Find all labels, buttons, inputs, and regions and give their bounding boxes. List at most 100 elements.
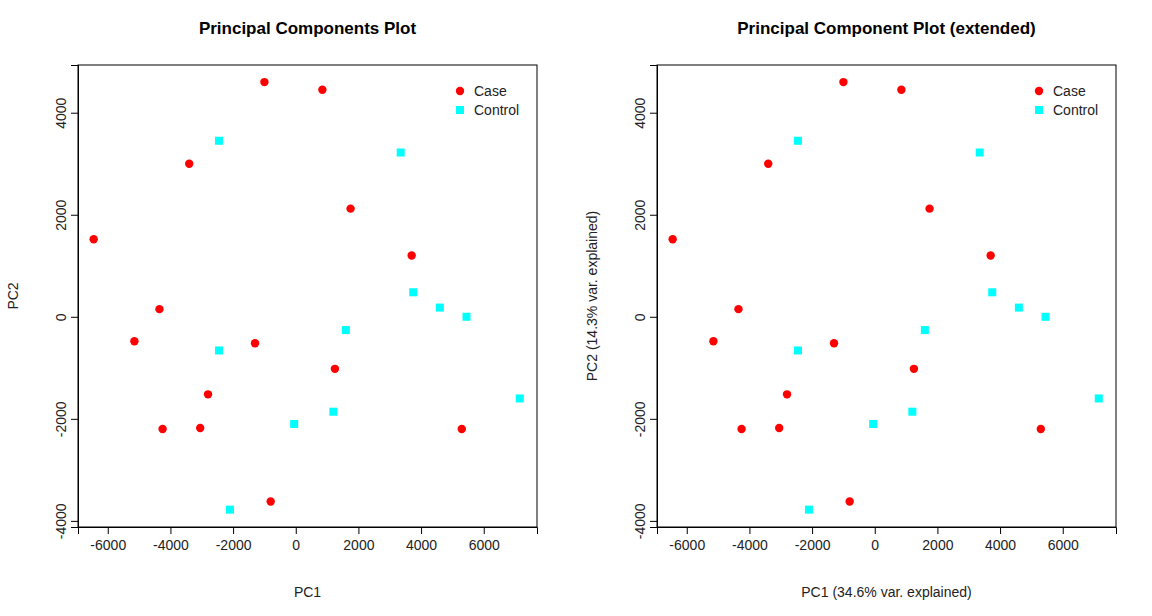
x-tick: 4000 [406,527,437,553]
x-tick-mark [1000,527,1001,534]
plot-frame [657,65,1116,527]
series-points [89,78,466,506]
series-points [215,137,524,514]
x-tick: 6000 [469,527,500,553]
data-point [329,408,337,416]
plot-area [668,78,1102,514]
legend-label: Case [1053,83,1086,99]
y-tick: 0 [632,313,657,321]
data-point [794,346,802,354]
x-tick-mark [937,527,938,534]
x-tick: 0 [292,527,300,553]
data-point [709,337,717,345]
x-axis-line [658,528,1117,535]
x-tick-label: 0 [292,537,300,553]
x-tick-label: 4000 [406,537,437,553]
plot-frame [78,65,537,527]
y-tick-label: -4000 [632,503,648,539]
chart-title: Principal Component Plot (extended) [737,19,1035,38]
data-point [668,235,676,243]
data-point [986,251,994,259]
y-tick-label: -2000 [632,401,648,437]
y-tick: -4000 [632,503,657,539]
y-tick: -4000 [53,503,78,539]
x-tick-label: -2000 [216,537,252,553]
data-point [783,390,791,398]
x-tick: 6000 [1048,527,1079,553]
x-tick-label: 0 [871,537,879,553]
y-axis: -4000 -2000 0 2000 4000 [53,66,79,540]
chart-panel: Principal Components Plot-6000-4000-2000… [5,19,538,600]
x-axis: -6000 -4000 -2000 0 2000 4000 6000 [658,527,1117,553]
x-tick-label: 4000 [985,537,1016,553]
data-point [794,137,802,145]
y-axis-line [71,66,79,528]
data-point [734,305,742,313]
data-point [407,251,415,259]
x-axis: -6000 -4000 -2000 0 2000 4000 6000 [79,527,538,553]
legend-marker [1035,106,1043,114]
legend-label: Control [1053,102,1098,118]
x-tick-mark [421,527,422,534]
data-point [215,137,223,145]
y-tick-label: 4000 [632,97,648,128]
data-point [436,304,444,312]
series-points [668,78,1045,506]
data-point [342,326,350,334]
y-tick-mark [71,215,78,216]
x-tick: -4000 [153,527,189,553]
x-tick-label: 2000 [922,537,953,553]
chart-panel: Principal Component Plot (extended) -6000… [584,19,1117,600]
x-tick-label: 6000 [1048,537,1079,553]
y-tick-label: 0 [53,313,69,321]
x-tick-mark [484,527,485,534]
x-tick-mark [170,527,171,534]
x-tick: 2000 [922,527,953,553]
y-tick-label: -2000 [53,401,69,437]
legend-label: Control [474,102,519,118]
data-point [516,394,524,402]
x-tick-label: 2000 [343,537,374,553]
legend: CaseControl [456,83,519,118]
data-point [266,497,274,505]
series-points [794,137,1103,514]
x-axis-title: PC1 (34.6% var. explained) [801,584,971,600]
legend-marker [456,87,464,95]
data-point [130,337,138,345]
y-tick: 2000 [53,199,78,230]
data-point [897,86,905,94]
data-point [976,149,984,157]
x-tick: -6000 [669,527,705,553]
data-point [215,346,223,354]
x-tick: -6000 [90,527,126,553]
x-tick-label: -2000 [795,537,831,553]
y-tick-mark [71,521,78,522]
x-axis-title: PC1 [294,584,321,600]
data-point [1042,313,1050,321]
data-point [830,339,838,347]
x-tick-mark [296,527,297,534]
data-point [318,86,326,94]
x-tick: -4000 [732,527,768,553]
data-point [226,506,234,514]
y-tick: -2000 [632,401,657,437]
plot-area [89,78,523,514]
x-axis-line [79,528,538,535]
x-tick-label: -4000 [153,537,189,553]
data-point [409,288,417,296]
data-point [805,506,813,514]
x-tick-mark [233,527,234,534]
y-tick: 4000 [53,97,78,128]
y-tick-mark [650,317,657,318]
y-tick: 0 [53,313,78,321]
y-axis: -4000-2000020004000 [632,66,658,540]
y-tick-label: 4000 [53,97,69,128]
x-tick-label: 6000 [469,537,500,553]
x-tick-label: -4000 [732,537,768,553]
y-tick: 4000 [632,97,657,128]
legend: Case Control [1035,83,1098,118]
x-tick-mark [812,527,813,534]
x-tick-label: -6000 [669,537,705,553]
data-point [260,78,268,86]
y-tick-label: -4000 [53,503,69,539]
